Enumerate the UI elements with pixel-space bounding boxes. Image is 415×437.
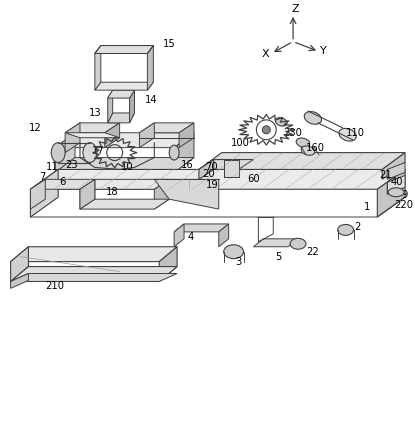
Text: X: X: [261, 49, 269, 59]
Text: 3: 3: [235, 257, 242, 267]
Polygon shape: [154, 179, 169, 209]
Text: 13: 13: [88, 108, 101, 118]
Polygon shape: [30, 179, 95, 189]
Polygon shape: [154, 179, 219, 209]
Text: 6: 6: [59, 177, 65, 187]
Ellipse shape: [301, 146, 315, 155]
Text: 70: 70: [205, 163, 218, 173]
Polygon shape: [377, 170, 405, 217]
Polygon shape: [387, 175, 405, 194]
Text: 60: 60: [247, 174, 260, 184]
Ellipse shape: [83, 142, 97, 163]
Polygon shape: [108, 113, 134, 123]
Polygon shape: [219, 224, 229, 247]
Polygon shape: [387, 163, 405, 179]
Ellipse shape: [51, 142, 65, 163]
Polygon shape: [80, 179, 169, 189]
Polygon shape: [11, 247, 177, 262]
Circle shape: [262, 126, 270, 134]
Text: 12: 12: [29, 123, 42, 133]
Polygon shape: [55, 158, 194, 173]
Text: 21: 21: [379, 170, 392, 180]
Polygon shape: [80, 179, 95, 209]
Polygon shape: [129, 90, 134, 123]
Polygon shape: [11, 267, 177, 281]
Text: 100: 100: [231, 138, 250, 148]
Text: Z: Z: [291, 4, 299, 14]
Polygon shape: [174, 224, 184, 247]
Text: 10: 10: [121, 163, 134, 173]
Polygon shape: [30, 170, 405, 189]
Polygon shape: [95, 45, 153, 53]
Polygon shape: [108, 90, 113, 123]
Text: 9: 9: [401, 190, 407, 200]
Polygon shape: [55, 133, 75, 173]
Ellipse shape: [388, 188, 404, 197]
Text: 22: 22: [307, 247, 319, 257]
Text: 5: 5: [275, 252, 281, 262]
Polygon shape: [139, 123, 194, 133]
Polygon shape: [80, 199, 169, 209]
Text: 40: 40: [391, 177, 403, 187]
Text: 210: 210: [46, 281, 65, 291]
Text: 4: 4: [188, 232, 194, 242]
Text: 15: 15: [163, 38, 176, 49]
Polygon shape: [382, 153, 405, 179]
Text: 1: 1: [364, 202, 371, 212]
Polygon shape: [105, 123, 120, 148]
Ellipse shape: [169, 145, 179, 160]
Polygon shape: [159, 247, 177, 281]
Text: 19: 19: [205, 180, 218, 190]
Text: 11: 11: [46, 163, 59, 173]
Ellipse shape: [296, 138, 310, 147]
Polygon shape: [199, 160, 254, 170]
Ellipse shape: [304, 111, 322, 124]
Text: 18: 18: [105, 187, 118, 197]
Polygon shape: [55, 133, 194, 148]
Text: 16: 16: [181, 160, 193, 170]
Polygon shape: [30, 179, 45, 209]
Text: Y: Y: [320, 45, 327, 55]
Ellipse shape: [224, 245, 244, 259]
Text: 160: 160: [306, 142, 325, 153]
Polygon shape: [174, 133, 194, 173]
Polygon shape: [65, 133, 120, 138]
Text: 14: 14: [145, 95, 158, 105]
Polygon shape: [65, 123, 80, 153]
Polygon shape: [199, 153, 405, 170]
Text: 17: 17: [91, 146, 104, 156]
Polygon shape: [95, 45, 101, 90]
Polygon shape: [11, 274, 177, 281]
Ellipse shape: [339, 128, 356, 141]
Text: 20: 20: [203, 170, 215, 180]
Text: 230: 230: [283, 128, 303, 138]
Ellipse shape: [290, 238, 306, 249]
Polygon shape: [108, 90, 134, 98]
Ellipse shape: [276, 118, 287, 126]
Polygon shape: [179, 123, 194, 148]
Polygon shape: [30, 170, 58, 217]
Polygon shape: [139, 123, 154, 148]
Polygon shape: [65, 123, 120, 133]
Polygon shape: [95, 82, 153, 90]
Polygon shape: [11, 274, 29, 288]
Text: 220: 220: [395, 200, 414, 210]
Polygon shape: [147, 45, 153, 90]
Text: 2: 2: [354, 222, 361, 232]
Polygon shape: [199, 160, 214, 179]
Text: 7: 7: [39, 172, 46, 182]
Text: 23: 23: [66, 160, 78, 170]
Polygon shape: [11, 247, 29, 281]
Polygon shape: [174, 224, 229, 232]
Polygon shape: [80, 179, 95, 209]
Text: 110: 110: [346, 128, 365, 138]
Polygon shape: [224, 160, 239, 177]
Ellipse shape: [338, 225, 354, 236]
Polygon shape: [254, 239, 298, 247]
